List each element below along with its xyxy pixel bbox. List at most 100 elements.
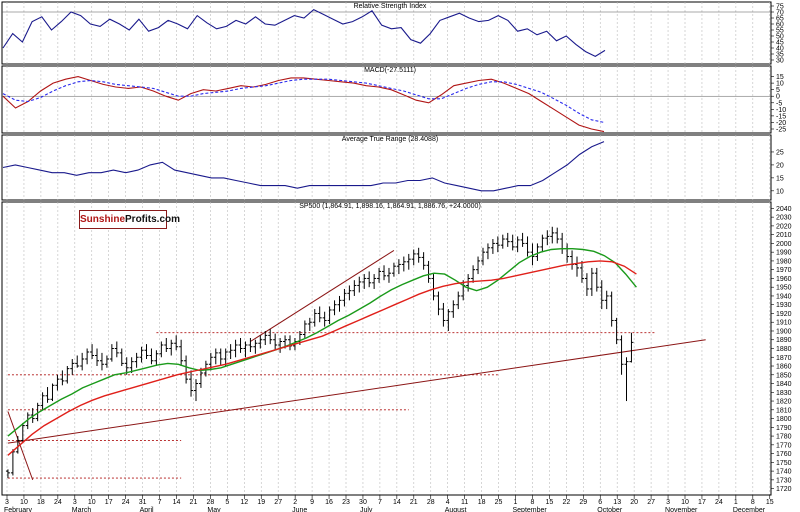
price-bar (119, 348, 124, 367)
price-bar (15, 436, 20, 454)
brand-part2: Profits.com (125, 214, 181, 225)
xtick-label-12: 28 (207, 499, 215, 506)
brand-part1: Sunshine (80, 214, 126, 225)
price-bar (352, 280, 357, 296)
price-bar (159, 341, 164, 358)
month-label-7: September (513, 507, 548, 512)
price-bar (431, 274, 436, 301)
ytick-label-price-2010: 2010 (776, 232, 792, 239)
xtick-label-9: 7 (158, 499, 162, 506)
ytick-label-rsi-7: 40 (776, 46, 784, 53)
trendline-feb-downtrend (7, 411, 34, 481)
series-macd-macd (2, 76, 605, 133)
price-bar (278, 337, 283, 353)
brand-logo[interactable]: SunshineProfits.com (79, 210, 180, 229)
price-bar (99, 352, 104, 371)
series-rsi-0 (2, 8, 606, 58)
ytick-label-price-1740: 1740 (776, 469, 792, 476)
ytick-label-macd-6: -15 (776, 113, 786, 120)
price-bar (80, 352, 85, 371)
price-bar (372, 274, 377, 289)
ytick-label-rsi-0: 75 (776, 4, 784, 11)
ytick-label-price-1800: 1800 (776, 416, 792, 423)
price-bar (223, 348, 228, 367)
ytick-label-price-1780: 1780 (776, 434, 792, 441)
xtick-label-16: 27 (274, 499, 282, 506)
price-bar (174, 335, 179, 351)
ytick-label-price-1840: 1840 (776, 381, 792, 388)
price-bar (342, 288, 347, 307)
ytick-label-price-1880: 1880 (776, 346, 792, 353)
price-bar (411, 249, 416, 266)
price-bar (189, 370, 194, 397)
month-label-1: March (72, 507, 92, 512)
panel-title-price: SP500 (1,864.91, 1,898.16, 1,864.91, 1,8… (299, 203, 481, 210)
xtick-label-19: 16 (325, 499, 333, 506)
price-bar (307, 317, 312, 331)
month-label-10: December (733, 507, 766, 512)
xtick-label-29: 25 (495, 499, 503, 506)
ytick-label-rsi-6: 45 (776, 40, 784, 47)
trendline-long-term-support (7, 339, 706, 444)
price-bar (619, 335, 624, 375)
ytick-label-atr-2: 15 (776, 175, 784, 182)
overlay-ma50 (7, 247, 637, 437)
series-macd-signal (2, 78, 605, 123)
month-label-2: April (140, 507, 154, 512)
price-bar (114, 341, 119, 358)
xtick-label-27: 11 (461, 499, 468, 506)
xtick-label-17: 2 (293, 499, 297, 506)
price-bar (495, 236, 500, 253)
ytick-label-atr-0: 25 (776, 149, 784, 156)
ytick-label-price-1720: 1720 (776, 486, 792, 493)
ytick-label-macd-2: 5 (776, 87, 780, 94)
price-bar (589, 267, 594, 296)
price-bar (441, 302, 446, 327)
ytick-label-rsi-3: 60 (776, 22, 784, 29)
xtick-label-36: 13 (613, 499, 621, 506)
month-label-0: February (4, 507, 33, 512)
xtick-label-35: 6 (598, 499, 602, 506)
series-atr-0 (2, 141, 605, 192)
price-bar (35, 402, 40, 422)
price-bar (85, 348, 90, 365)
price-bar (584, 273, 589, 296)
panel-frame-rsi (1, 1, 772, 65)
ytick-label-price-1770: 1770 (776, 442, 792, 449)
price-bar (421, 252, 426, 270)
xtick-label-33: 22 (562, 499, 570, 506)
price-bar (609, 291, 614, 327)
xtick-label-24: 21 (410, 499, 418, 506)
ytick-label-price-1910: 1910 (776, 320, 792, 327)
ytick-label-price-1960: 1960 (776, 276, 792, 283)
ytick-label-price-1870: 1870 (776, 355, 792, 362)
price-bar (10, 449, 15, 476)
ytick-label-macd-0: 15 (776, 74, 784, 81)
price-bar (416, 247, 421, 263)
price-bar (515, 236, 520, 253)
ytick-label-price-1990: 1990 (776, 250, 792, 257)
xtick-label-26: 4 (446, 499, 450, 506)
price-bar (317, 306, 322, 323)
price-bar (396, 259, 401, 275)
price-bar (149, 348, 154, 365)
price-bar (95, 348, 100, 367)
price-bar (480, 247, 485, 266)
price-bar (198, 367, 203, 388)
ytick-label-price-1890: 1890 (776, 337, 792, 344)
ytick-label-macd-5: -10 (776, 107, 786, 114)
price-bar (169, 339, 174, 356)
price-bar (124, 357, 129, 375)
overlay-ma200 (7, 260, 637, 456)
xtick-label-41: 17 (698, 499, 706, 506)
ytick-label-price-2030: 2030 (776, 215, 792, 222)
xtick-label-37: 20 (630, 499, 638, 506)
price-bar (520, 232, 525, 247)
price-bar (337, 295, 342, 312)
xtick-label-28: 18 (478, 499, 486, 506)
price-bar (5, 469, 10, 479)
ytick-label-rsi-9: 30 (776, 58, 784, 65)
price-bar (268, 329, 273, 345)
xtick-label-42: 24 (715, 499, 723, 506)
